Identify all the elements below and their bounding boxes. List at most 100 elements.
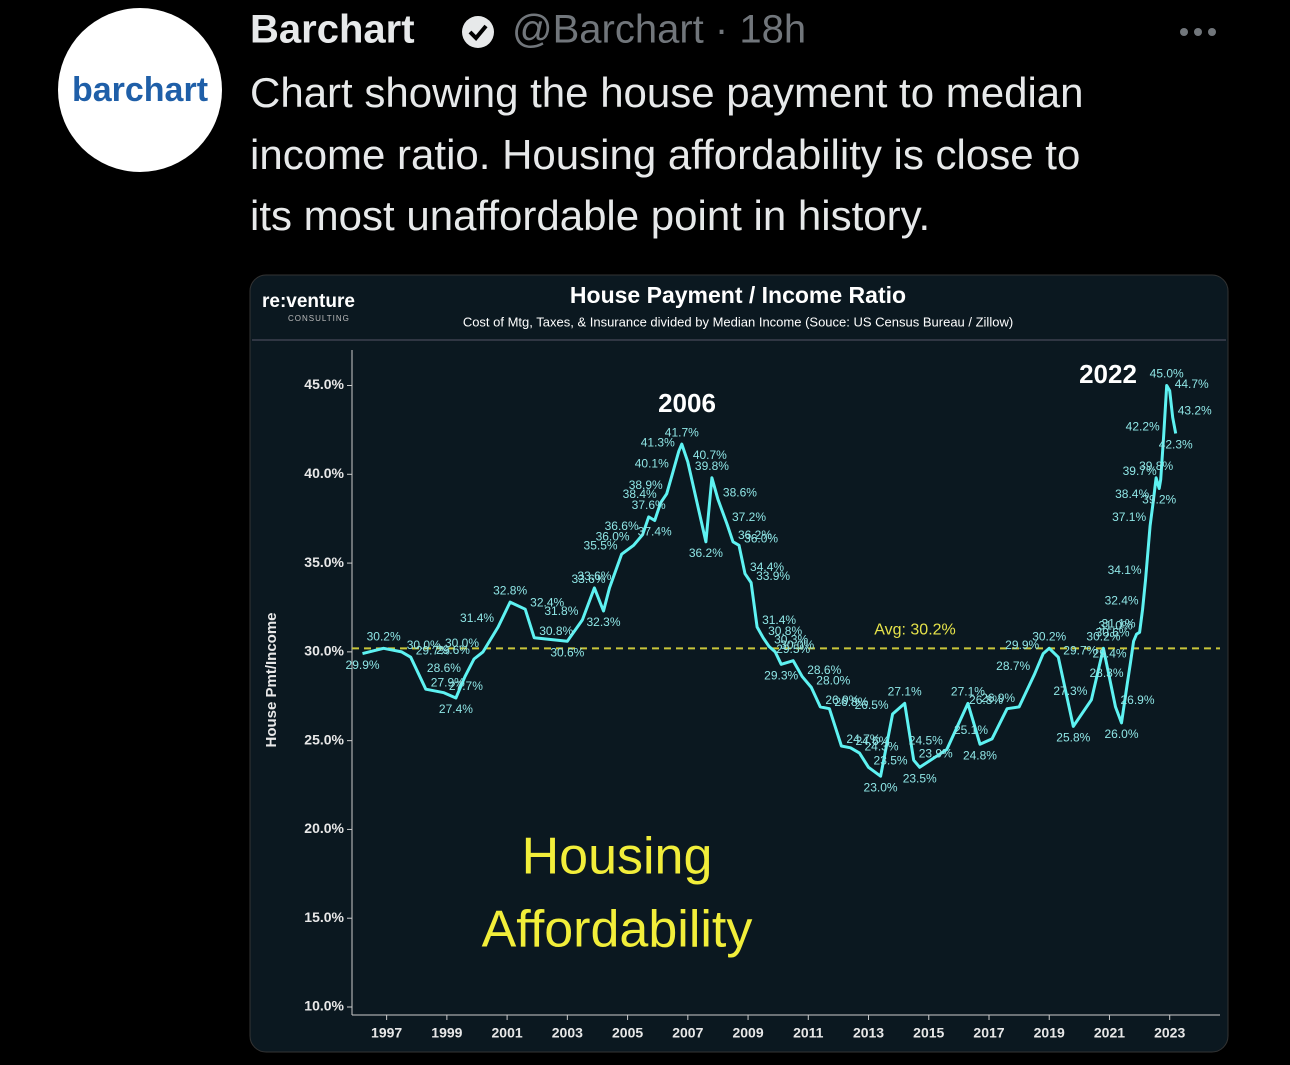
data-label: 31.1% <box>1102 617 1136 631</box>
data-label: 27.3% <box>1053 684 1087 698</box>
y-tick-label: 20.0% <box>304 820 344 836</box>
data-label: 23.9% <box>919 746 953 760</box>
data-label: 27.9% <box>431 675 465 689</box>
chart-subtitle: Cost of Mtg, Taxes, & Insurance divided … <box>463 314 1013 329</box>
x-tick-label: 2021 <box>1094 1025 1125 1041</box>
data-label: 36.2% <box>689 546 723 560</box>
x-tick-label: 2015 <box>913 1025 944 1041</box>
data-label: 37.6% <box>632 498 666 512</box>
x-tick-label: 2009 <box>732 1025 763 1041</box>
data-label: 28.3% <box>1090 666 1124 680</box>
x-tick-label: 2013 <box>853 1025 884 1041</box>
data-label: 25.8% <box>1056 731 1090 745</box>
x-tick-label: 2023 <box>1154 1025 1185 1041</box>
annotation: Affordability <box>482 901 753 959</box>
data-label: 29.3% <box>764 668 798 682</box>
author-name[interactable]: Barchart <box>250 8 415 52</box>
data-label: 36.6% <box>605 519 639 533</box>
x-tick-label: 1997 <box>371 1025 402 1041</box>
data-line <box>362 384 1178 778</box>
data-label: 27.1% <box>888 685 922 699</box>
data-label: 31.4% <box>762 613 796 627</box>
data-label: 24.5% <box>909 734 943 748</box>
data-label: 40.1% <box>635 457 669 471</box>
data-label: 23.0% <box>864 780 898 794</box>
data-label: 32.4% <box>530 595 564 609</box>
data-label: 27.4% <box>439 702 473 716</box>
data-label: 38.4% <box>1115 487 1149 501</box>
avatar-text: barchart <box>72 71 208 109</box>
data-label: 37.1% <box>1112 510 1146 524</box>
y-tick-label: 35.0% <box>304 554 344 570</box>
data-label: 32.8% <box>493 583 527 597</box>
data-label: 27.7% <box>449 679 483 693</box>
data-label: 31.0% <box>1099 618 1133 632</box>
avatar[interactable] <box>58 8 222 172</box>
data-label: 28.6% <box>807 663 841 677</box>
data-label: 29.7% <box>416 643 450 657</box>
data-label: 26.9% <box>981 691 1015 705</box>
chart-title: House Payment / Income Ratio <box>570 282 906 308</box>
data-label: 31.8% <box>544 604 578 618</box>
data-label: 33.6% <box>571 572 605 586</box>
data-label: 30.2% <box>1032 629 1066 643</box>
data-label: 41.7% <box>665 425 699 439</box>
data-label: 33.6% <box>577 569 611 583</box>
data-label: 34.1% <box>1108 563 1142 577</box>
data-label: 38.9% <box>629 478 663 492</box>
more-button[interactable] <box>1180 28 1216 36</box>
data-label: 30.6% <box>550 645 584 659</box>
data-label: 34.4% <box>750 560 784 574</box>
y-tick-label: 10.0% <box>304 998 344 1014</box>
annotation: Housing <box>522 828 713 886</box>
annotation: 2006 <box>658 388 716 418</box>
brand: re:venture <box>262 291 355 312</box>
data-label: 24.7% <box>846 732 880 746</box>
brand-sub: CONSULTING <box>288 314 350 323</box>
data-label: 37.4% <box>638 525 672 539</box>
data-label: 42.3% <box>1159 438 1193 452</box>
data-label: 24.6% <box>855 734 889 748</box>
x-tick-label: 2001 <box>492 1025 523 1041</box>
tweet-text: its most unaffordable point in history. <box>250 192 930 239</box>
data-label: 29.7% <box>1063 643 1097 657</box>
annotation: 2022 <box>1079 359 1137 389</box>
average-label: Avg: 30.2% <box>874 622 956 639</box>
data-label: 38.6% <box>723 485 757 499</box>
data-label: 30.6% <box>1096 625 1130 639</box>
data-label: 28.0% <box>816 674 850 688</box>
x-tick-label: 2011 <box>793 1025 824 1041</box>
data-label: 30.2% <box>1086 629 1120 643</box>
data-label: 26.8% <box>834 695 868 709</box>
data-label: 42.2% <box>1126 419 1160 433</box>
data-label: 44.7% <box>1175 377 1209 391</box>
y-tick-label: 45.0% <box>304 376 344 392</box>
x-tick-label: 2019 <box>1034 1025 1065 1041</box>
data-label: 40.7% <box>693 448 727 462</box>
y-tick-label: 15.0% <box>304 909 344 925</box>
data-label: 23.5% <box>874 753 908 767</box>
data-label: 26.8% <box>969 693 1003 707</box>
y-tick-label: 40.0% <box>304 465 344 481</box>
data-label: 39.8% <box>1139 459 1173 473</box>
verified-badge <box>462 16 494 48</box>
x-tick-label: 1999 <box>431 1025 462 1041</box>
data-label: 43.2% <box>1178 404 1212 418</box>
data-label: 36.0% <box>744 531 778 545</box>
data-label: 27.1% <box>951 685 985 699</box>
data-label: 29.9% <box>346 658 380 672</box>
data-label: 29.6% <box>436 643 470 657</box>
data-label: 33.9% <box>756 569 790 583</box>
data-label: 38.4% <box>623 487 657 501</box>
data-label: 30.8% <box>768 624 802 638</box>
data-label: 26.9% <box>1120 693 1154 707</box>
tweet-text: Chart showing the house payment to media… <box>250 69 1084 116</box>
chart-image[interactable] <box>249 274 1229 1053</box>
data-label: 35.5% <box>584 538 618 552</box>
data-label: 39.7% <box>1123 464 1157 478</box>
y-axis-label: House Pmt/Income <box>263 612 280 747</box>
data-label: 26.0% <box>1104 727 1138 741</box>
data-label: 26.5% <box>855 698 889 712</box>
x-tick-label: 2003 <box>552 1025 583 1041</box>
